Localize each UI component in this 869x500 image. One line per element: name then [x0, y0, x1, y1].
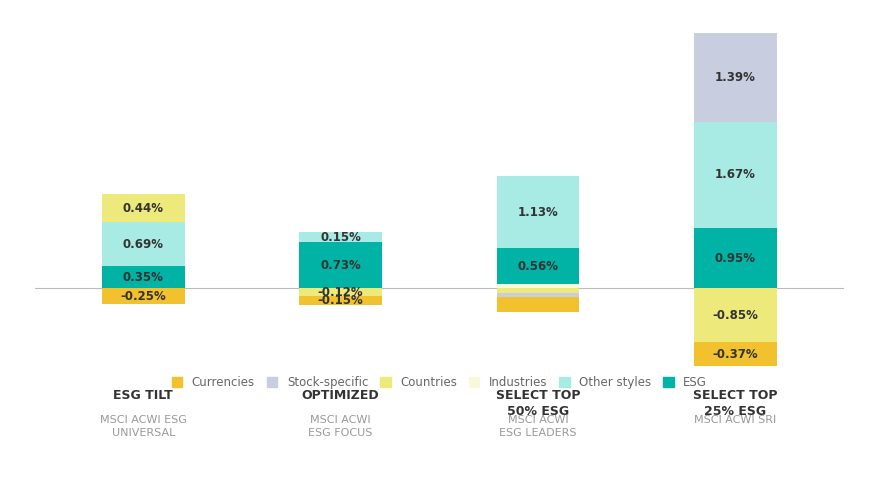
Text: 0.95%: 0.95% — [714, 252, 755, 264]
Text: 0.35%: 0.35% — [123, 270, 163, 283]
Text: MSCI ACWI
ESG FOCUS: MSCI ACWI ESG FOCUS — [308, 416, 373, 438]
Bar — [102, 266, 184, 288]
Text: -0.25%: -0.25% — [120, 290, 166, 302]
Text: 1.13%: 1.13% — [517, 206, 558, 219]
Text: 0.15%: 0.15% — [320, 230, 361, 243]
Text: SELECT TOP
50% ESG: SELECT TOP 50% ESG — [495, 388, 580, 418]
Text: -0.12%: -0.12% — [317, 286, 363, 298]
Bar — [102, 288, 184, 304]
Bar — [693, 34, 776, 122]
Text: MSCI ACWI SRI: MSCI ACWI SRI — [693, 416, 776, 426]
Text: 1.67%: 1.67% — [714, 168, 755, 181]
Text: 0.56%: 0.56% — [517, 260, 558, 272]
Bar — [693, 288, 776, 343]
Text: -0.85%: -0.85% — [712, 309, 758, 322]
Bar — [299, 296, 381, 306]
Bar — [693, 342, 776, 366]
Bar — [496, 176, 579, 248]
Bar — [102, 222, 184, 266]
Bar — [496, 294, 579, 296]
Text: MSCI ACWI ESG
UNIVERSAL: MSCI ACWI ESG UNIVERSAL — [100, 416, 187, 438]
Bar — [496, 248, 579, 284]
Bar — [102, 194, 184, 222]
Text: MSCI ACWI
ESG LEADERS: MSCI ACWI ESG LEADERS — [499, 416, 576, 438]
Text: -0.37%: -0.37% — [712, 348, 757, 360]
Text: OPTIMIZED: OPTIMIZED — [302, 388, 379, 402]
Bar — [496, 296, 579, 312]
Bar — [496, 284, 579, 288]
Text: 0.44%: 0.44% — [123, 202, 163, 214]
Bar — [693, 228, 776, 288]
Text: 0.69%: 0.69% — [123, 238, 163, 250]
Text: -0.15%: -0.15% — [317, 294, 363, 307]
Bar — [299, 232, 381, 242]
Text: ESG TILT: ESG TILT — [113, 388, 173, 402]
Bar — [299, 288, 381, 296]
Bar — [693, 122, 776, 228]
Text: SELECT TOP
25% ESG: SELECT TOP 25% ESG — [693, 388, 777, 418]
Text: 1.39%: 1.39% — [714, 71, 755, 84]
Legend: Currencies, Stock-specific, Countries, Industries, Other styles, ESG: Currencies, Stock-specific, Countries, I… — [167, 372, 711, 394]
Text: 0.73%: 0.73% — [320, 258, 361, 272]
Bar — [496, 288, 579, 294]
Bar — [299, 242, 381, 288]
